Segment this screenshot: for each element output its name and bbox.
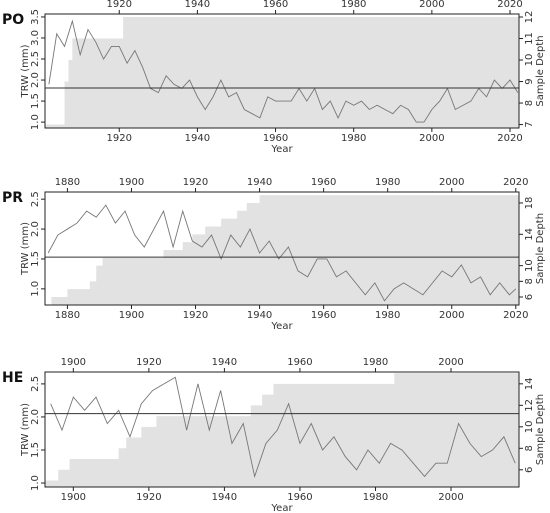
y-tick-label: 3.0	[30, 30, 41, 46]
y2-tick-label: 12	[524, 11, 535, 24]
panel-title: PO	[2, 12, 24, 28]
y2-tick-label: 6	[524, 467, 535, 473]
plot-frame	[44, 371, 520, 488]
trw-line	[48, 19, 519, 123]
x-top-tick-label: 1980	[375, 177, 400, 188]
y2-axis-label: Sample Depth	[535, 213, 546, 284]
y-tick-label: 2.0	[30, 221, 41, 237]
x-top-tick-label: 2000	[419, 0, 444, 10]
x-tick-label: 2000	[419, 133, 444, 144]
x-axis-label: Year	[270, 321, 293, 332]
y2-tick-label: 14	[524, 228, 535, 241]
x-tick-label: 1920	[107, 133, 132, 144]
y-tick-label: 1.5	[30, 442, 41, 458]
x-axis-label: Year	[270, 144, 293, 155]
x-tick-label: 2020	[503, 310, 528, 321]
y-tick-label: 2.5	[30, 376, 41, 392]
y-tick-label: 3.5	[30, 9, 41, 25]
plot-frame	[44, 13, 520, 129]
x-top-tick-label: 2020	[503, 177, 528, 188]
x-tick-label: 1960	[287, 492, 312, 503]
y2-tick-label: 9	[524, 78, 535, 84]
x-top-tick-label: 1980	[363, 357, 388, 368]
sample-depth-area	[45, 195, 519, 305]
x-top-tick-label: 1920	[136, 357, 161, 368]
x-top-tick-label: 1940	[247, 177, 272, 188]
y2-tick-label: 8	[524, 445, 535, 451]
y-tick-label: 2.0	[30, 72, 41, 88]
x-axis-label: Year	[270, 503, 293, 513]
y-axis-label: TRW (mm)	[20, 403, 31, 457]
x-tick-label: 1960	[311, 310, 336, 321]
y-axis-label: TRW (mm)	[20, 44, 31, 98]
x-tick-label: 2000	[438, 492, 463, 503]
y-tick-label: 1.5	[30, 93, 41, 109]
x-tick-label: 1900	[119, 310, 144, 321]
x-top-tick-label: 2020	[497, 0, 522, 10]
x-top-tick-label: 1960	[311, 177, 336, 188]
x-tick-label: 1960	[263, 133, 288, 144]
x-tick-label: 1980	[363, 492, 388, 503]
x-tick-label: 1940	[185, 133, 210, 144]
x-tick-label: 1940	[247, 310, 272, 321]
sample-depth-area	[45, 373, 519, 487]
y2-tick-label: 14	[524, 377, 535, 390]
y2-axis-label: Sample Depth	[535, 394, 546, 465]
x-tick-label: 1880	[55, 310, 80, 321]
x-top-tick-label: 1980	[341, 0, 366, 10]
x-top-tick-label: 1900	[61, 357, 86, 368]
x-top-tick-label: 2000	[439, 177, 464, 188]
x-tick-label: 1940	[212, 492, 237, 503]
plot-frame	[44, 191, 520, 306]
y2-tick-label: 7	[524, 121, 535, 127]
trw-line	[47, 204, 517, 302]
x-tick-label: 2020	[497, 133, 522, 144]
y2-tick-label: 11	[524, 32, 535, 45]
y-tick-label: 2.0	[30, 409, 41, 425]
trw-line	[50, 376, 516, 479]
y-tick-label: 2.5	[30, 51, 41, 67]
y-tick-label: 1.0	[30, 475, 41, 491]
x-top-tick-label: 1940	[212, 357, 237, 368]
y-axis-label: TRW (mm)	[20, 222, 31, 276]
x-tick-label: 2000	[439, 310, 464, 321]
x-top-tick-label: 1960	[263, 0, 288, 10]
y-tick-label: 1.0	[30, 281, 41, 297]
x-tick-label: 1920	[136, 492, 161, 503]
x-top-tick-label: 1960	[287, 357, 312, 368]
x-top-tick-label: 1920	[107, 0, 132, 10]
x-top-tick-label: 1940	[185, 0, 210, 10]
x-top-tick-label: 1920	[183, 177, 208, 188]
x-top-tick-label: 2000	[438, 357, 463, 368]
x-tick-label: 1980	[341, 133, 366, 144]
y2-axis-label: Sample Depth	[535, 35, 546, 106]
y2-tick-label: 8	[524, 100, 535, 106]
panel-title: HE	[2, 370, 23, 386]
x-top-tick-label: 1880	[55, 177, 80, 188]
panel-title: PR	[2, 190, 23, 206]
sample-depth-area	[45, 17, 519, 128]
y2-tick-label: 18	[524, 197, 535, 210]
y2-tick-label: 8	[524, 278, 535, 284]
y-tick-label: 2.5	[30, 191, 41, 207]
x-top-tick-label: 1900	[119, 177, 144, 188]
y2-tick-label: 6	[524, 294, 535, 300]
x-tick-label: 1920	[183, 310, 208, 321]
y2-tick-label: 10	[524, 420, 535, 433]
x-tick-label: 1900	[61, 492, 86, 503]
y-tick-label: 1.0	[30, 114, 41, 130]
y2-tick-label: 10	[524, 54, 535, 67]
x-tick-label: 1980	[375, 310, 400, 321]
y2-tick-label: 10	[524, 259, 535, 272]
y-tick-label: 1.5	[30, 251, 41, 267]
y2-tick-label: 12	[524, 399, 535, 412]
